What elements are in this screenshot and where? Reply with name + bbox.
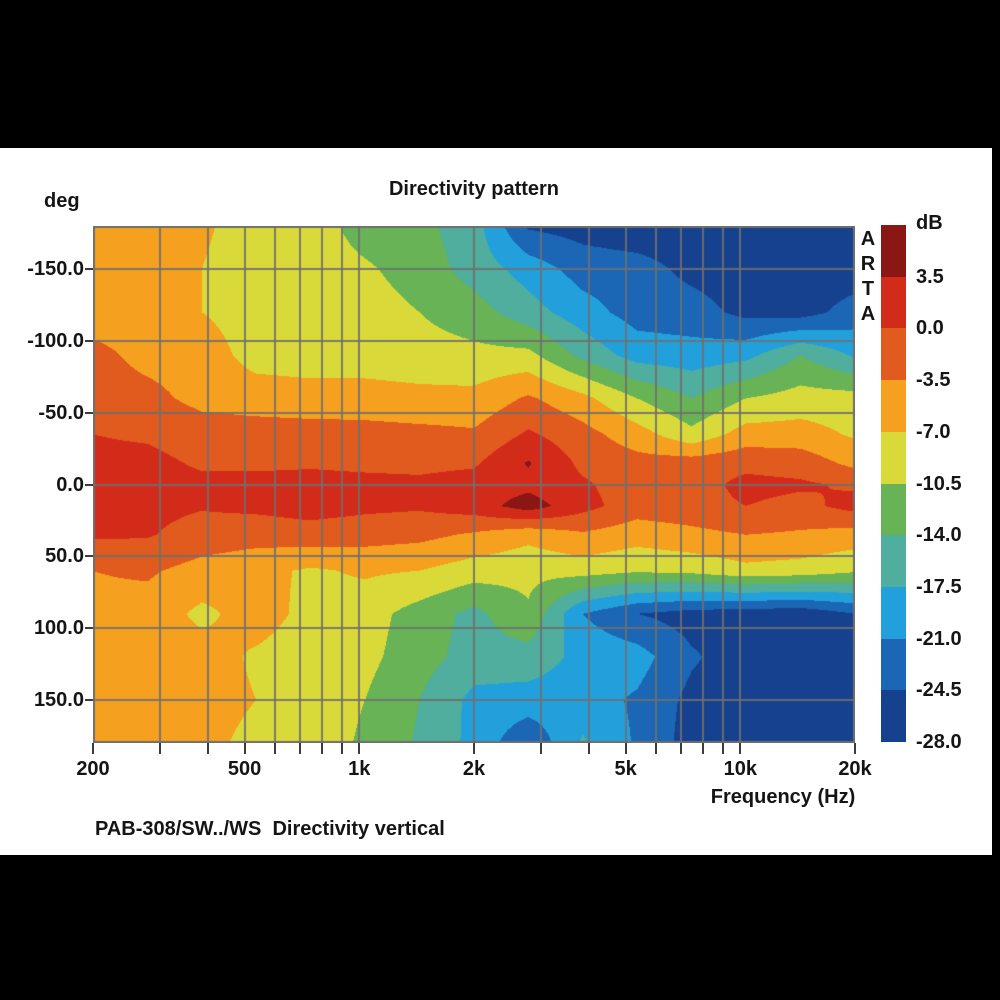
x-tick-mark	[587, 743, 590, 754]
colorbar-segment	[881, 690, 906, 743]
colorbar	[881, 225, 906, 743]
chart-area: Directivity pattern deg Frequency (Hz) A…	[0, 148, 992, 855]
y-tick-label: -100.0	[27, 329, 84, 352]
x-tick-mark	[739, 743, 742, 754]
x-tick-mark	[702, 743, 705, 754]
y-tick-label: 50.0	[45, 545, 84, 568]
x-tick-mark	[473, 743, 475, 754]
x-tick-mark	[358, 743, 361, 754]
colorbar-segment	[881, 328, 906, 381]
y-tick-mark	[85, 483, 93, 486]
y-tick-label: 150.0	[33, 688, 84, 711]
colorbar-tick-label: -24.5	[916, 679, 962, 702]
colorbar-tick-label: -10.5	[916, 472, 962, 495]
x-tick-mark	[340, 743, 343, 754]
y-tick-mark	[85, 268, 93, 271]
colorbar-tick-label: 0.0	[916, 317, 944, 340]
x-tick-label: 200	[76, 758, 110, 780]
colorbar-tick-label: -28.0	[916, 731, 962, 753]
chart-caption: PAB-308/SW../WS Directivity vertical	[95, 818, 445, 840]
x-tick-mark	[243, 743, 246, 754]
colorbar-segment	[881, 638, 906, 691]
colorbar-segment	[881, 431, 906, 484]
y-tick-label: -50.0	[38, 401, 84, 424]
colorbar-tick-label: -3.5	[916, 369, 951, 392]
colorbar-segment	[881, 380, 906, 432]
y-tick-mark	[85, 339, 93, 342]
x-tick-label: 20k	[838, 758, 872, 780]
y-axis-unit-label: deg	[44, 190, 80, 212]
x-tick-label: 2k	[462, 758, 486, 780]
arta-letter: A	[860, 303, 876, 325]
y-tick-mark	[85, 627, 93, 630]
x-tick-mark	[854, 743, 856, 754]
arta-letter: T	[861, 278, 875, 300]
colorbar-tick-label: 3.5	[916, 265, 944, 288]
x-tick-label: 5k	[614, 758, 637, 780]
colorbar-segment	[881, 535, 906, 587]
x-axis-title: Frequency (Hz)	[710, 786, 856, 808]
x-tick-mark	[299, 743, 302, 754]
heatmap-canvas	[93, 226, 855, 743]
colorbar-segment	[881, 276, 906, 329]
x-tick-label: 500	[227, 758, 262, 780]
x-tick-label: 1k	[348, 758, 371, 780]
x-tick-mark	[92, 743, 94, 754]
arta-letter: R	[860, 253, 876, 275]
y-tick-mark	[85, 411, 93, 414]
x-tick-mark	[273, 743, 276, 754]
plot-title: Directivity pattern	[388, 178, 560, 200]
y-tick-label: -150.0	[27, 258, 84, 281]
colorbar-tick-label: -14.0	[916, 524, 962, 547]
x-tick-mark	[654, 743, 657, 754]
y-tick-label: 0.0	[56, 473, 84, 496]
y-tick-mark	[85, 698, 93, 701]
x-tick-mark	[624, 743, 627, 754]
x-tick-mark	[321, 743, 324, 754]
colorbar-tick-label: -7.0	[916, 420, 951, 443]
x-tick-label: 10k	[723, 758, 757, 780]
colorbar-tick-label: -17.5	[916, 575, 962, 598]
x-tick-mark	[680, 743, 683, 754]
x-tick-mark	[721, 743, 724, 754]
y-tick-mark	[85, 555, 93, 558]
x-tick-mark	[159, 743, 162, 754]
colorbar-segment	[881, 483, 906, 536]
arta-letter: A	[860, 228, 876, 250]
x-tick-mark	[540, 743, 543, 754]
colorbar-segment	[881, 586, 906, 639]
x-tick-mark	[206, 743, 209, 754]
colorbar-tick-label: -21.0	[916, 627, 962, 650]
y-tick-label: 100.0	[33, 617, 84, 640]
colorbar-segment	[881, 225, 906, 277]
colorbar-unit-label: dB	[916, 212, 943, 234]
